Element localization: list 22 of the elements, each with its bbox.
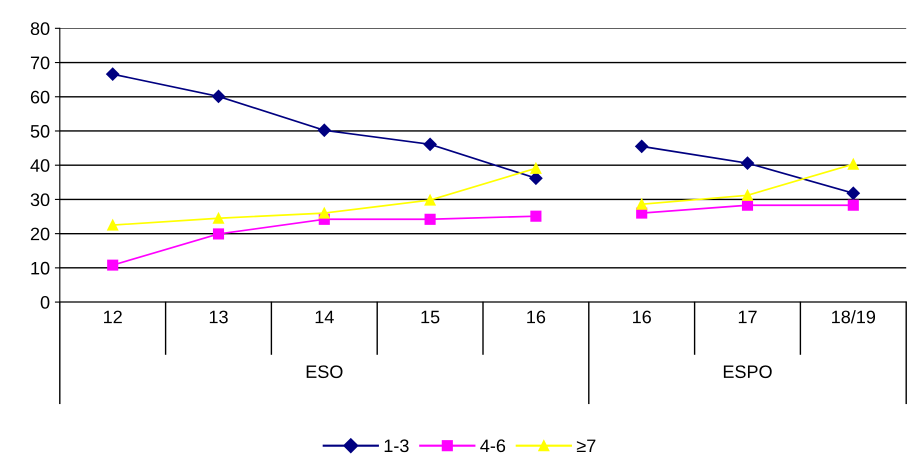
- y-tick-label: 60: [30, 90, 50, 104]
- y-tick-label: 30: [30, 193, 50, 206]
- x-tick-label: 18/19: [832, 310, 876, 324]
- y-tick-label: 70: [30, 56, 50, 70]
- x-tick-label: 12: [104, 310, 122, 324]
- x-tick-label: 15: [421, 310, 440, 324]
- y-tick-label: 10: [31, 262, 50, 275]
- y-tick-label: 50: [30, 124, 50, 138]
- x-tick-label: 13: [210, 310, 228, 324]
- text: ESPO: [724, 365, 772, 378]
- text: ESO: [306, 365, 342, 378]
- legend-label: 4-6: [480, 439, 506, 452]
- x-tick-label: 17: [738, 310, 757, 324]
- x-tick-label: 16: [527, 310, 546, 324]
- y-tick-label: 0: [40, 296, 50, 309]
- y-tick-label: 40: [30, 159, 50, 172]
- y-tick-label: 80: [30, 22, 50, 36]
- x-tick-label: 14: [316, 310, 334, 324]
- legend-label: ≥7: [576, 440, 596, 452]
- x-tick-label: 16: [633, 310, 651, 324]
- legend-label: 1-3: [384, 439, 409, 452]
- y-tick-label: 20: [30, 228, 50, 240]
